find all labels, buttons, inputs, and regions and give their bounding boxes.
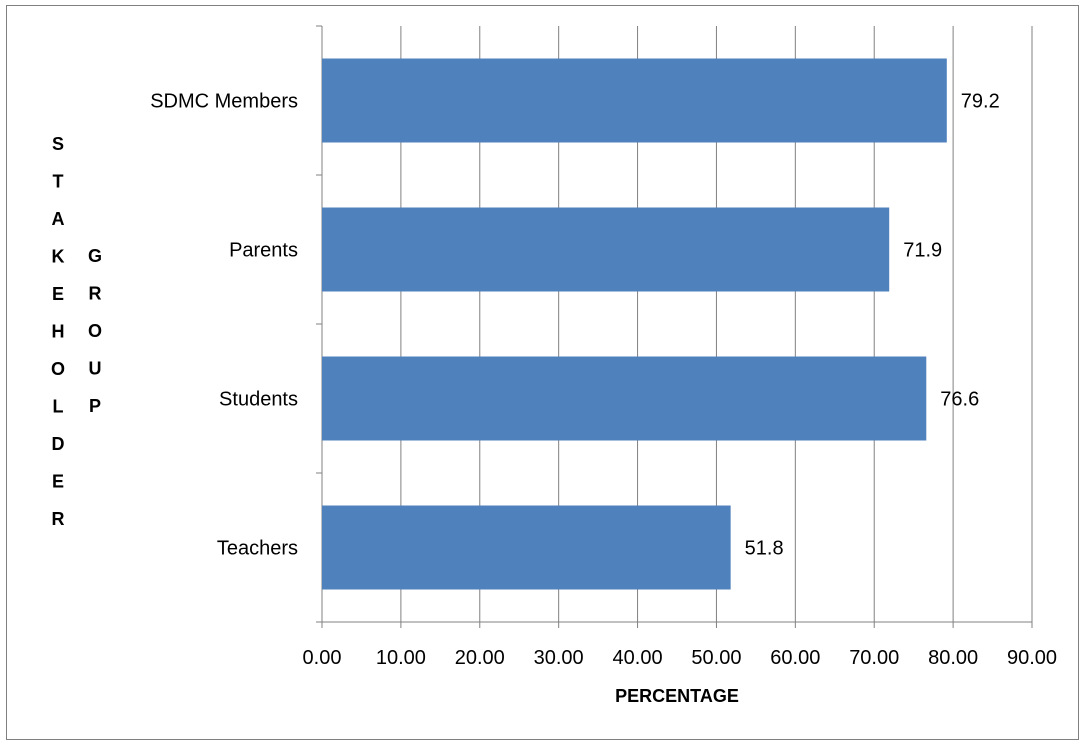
- bar-value-label: 51.8: [745, 538, 784, 560]
- category-label: SDMC Members: [150, 91, 298, 113]
- x-tick-label: 30.00: [534, 647, 584, 669]
- x-tick-label: 20.00: [455, 647, 505, 669]
- bar: [322, 207, 890, 292]
- bar-value-label: 71.9: [903, 240, 942, 262]
- x-tick-label: 0.00: [303, 647, 342, 669]
- category-labels: SDMC Members Parents Students Teachers: [150, 91, 298, 560]
- bar: [322, 356, 927, 441]
- x-tick-label: 60.00: [770, 647, 820, 669]
- category-label: Students: [219, 389, 298, 411]
- bar-value-label: 79.2: [961, 91, 1000, 113]
- x-tick-label: 70.00: [849, 647, 899, 669]
- x-tick-label: 40.00: [613, 647, 663, 669]
- data-labels: 79.2 71.9 76.6 51.8: [745, 91, 1000, 560]
- bar-value-label: 76.6: [940, 389, 979, 411]
- x-tick-label: 90.00: [1007, 647, 1057, 669]
- category-label: Parents: [229, 240, 298, 262]
- category-label: Teachers: [217, 538, 298, 560]
- bars: [322, 58, 947, 590]
- x-tick-label: 80.00: [928, 647, 978, 669]
- x-tick-label: 10.00: [376, 647, 426, 669]
- bar: [322, 58, 947, 143]
- x-tick-label: 50.00: [691, 647, 741, 669]
- x-tick-labels: 0.00 10.00 20.00 30.00 40.00 50.00 60.00 70.00 8…: [303, 647, 1058, 669]
- x-axis-title: PERCENTAGE: [615, 686, 739, 706]
- y-axis-title: S T A K E H O L D E R G R O U P: [51, 134, 102, 529]
- bar: [322, 505, 731, 590]
